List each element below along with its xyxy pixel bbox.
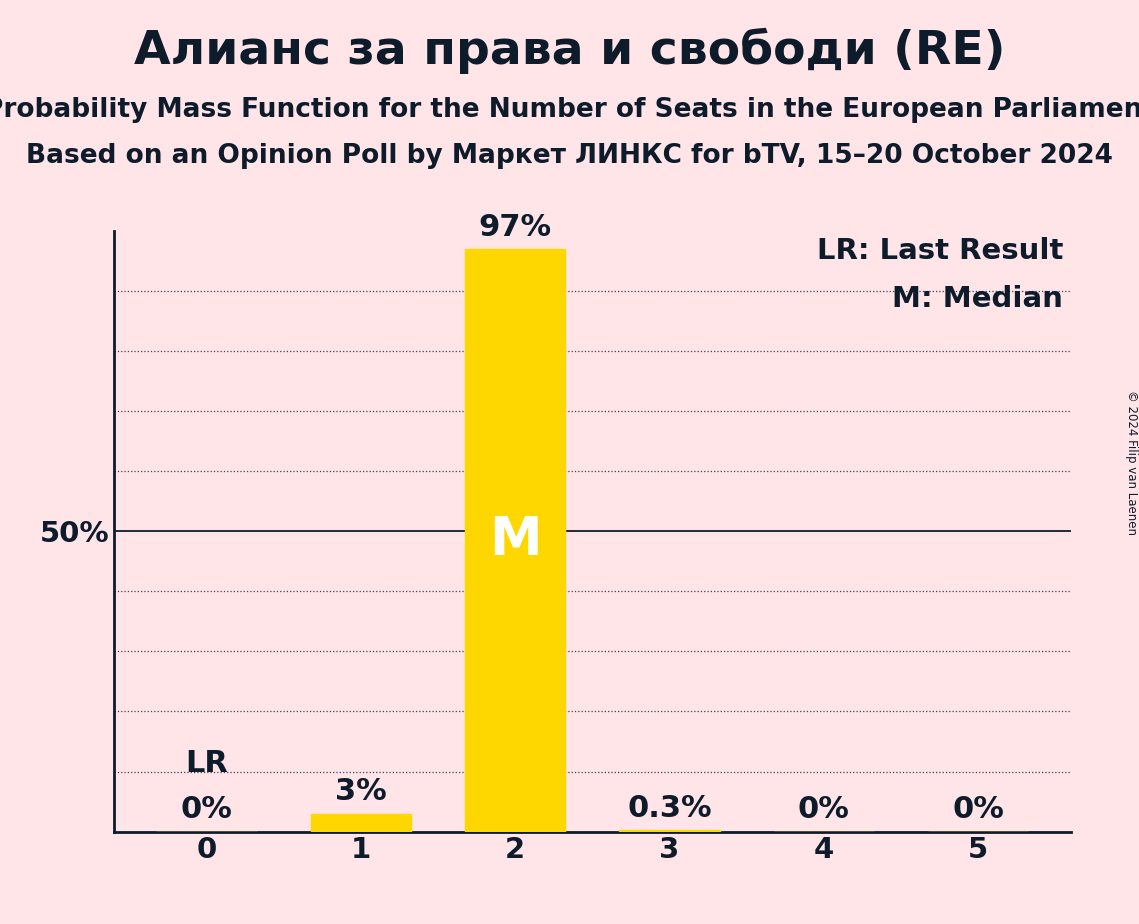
- Bar: [465, 249, 565, 832]
- Text: LR: Last Result: LR: Last Result: [817, 237, 1063, 265]
- Text: LR: LR: [185, 748, 228, 778]
- Text: Probability Mass Function for the Number of Seats in the European Parliament: Probability Mass Function for the Number…: [0, 97, 1139, 123]
- Text: 3%: 3%: [335, 777, 386, 807]
- Text: Алианс за права и свободи (RE): Алианс за права и свободи (RE): [133, 28, 1006, 74]
- Text: 97%: 97%: [478, 213, 551, 242]
- Text: 0%: 0%: [797, 796, 850, 824]
- Bar: [620, 830, 720, 832]
- Text: 0%: 0%: [952, 796, 1003, 824]
- Text: 0%: 0%: [181, 796, 232, 824]
- Bar: [311, 813, 411, 832]
- Text: © 2024 Filip van Laenen: © 2024 Filip van Laenen: [1124, 390, 1138, 534]
- Text: M: Median: M: Median: [892, 285, 1063, 313]
- Text: Based on an Opinion Poll by Маркет ЛИНКС for bTV, 15–20 October 2024: Based on an Opinion Poll by Маркет ЛИНКС…: [26, 143, 1113, 169]
- Text: M: M: [489, 515, 541, 566]
- Text: 0.3%: 0.3%: [628, 794, 712, 822]
